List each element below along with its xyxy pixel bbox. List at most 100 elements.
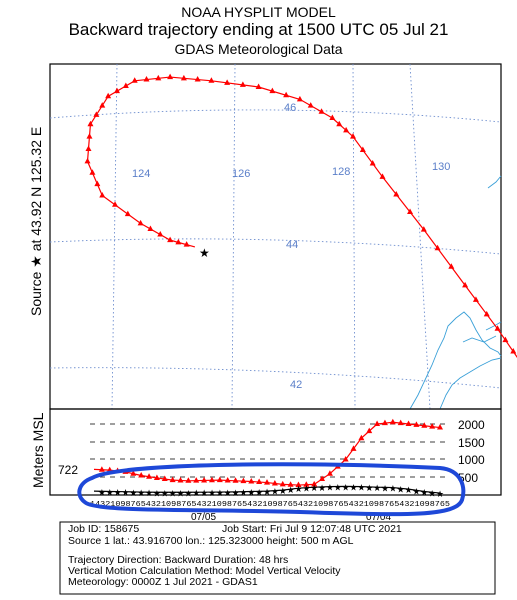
secondary-profile-star: ★	[224, 489, 232, 499]
height-profile-marker	[224, 476, 231, 483]
hour-tick-labels: 1432109876543210987654321098765432109876…	[90, 501, 451, 509]
info-box	[59, 521, 496, 595]
trajectory-marker	[307, 102, 314, 108]
secondary-profile-star: ★	[326, 484, 334, 494]
trajectory-marker	[283, 91, 290, 98]
height-profile-marker	[208, 476, 215, 483]
height-profile-marker	[271, 479, 278, 486]
secondary-profile-star: ★	[255, 488, 263, 498]
secondary-profile-star: ★	[169, 489, 177, 499]
start-height-label: 722	[58, 463, 78, 477]
trajectory-marker	[85, 145, 92, 151]
secondary-profile-line	[93, 485, 441, 494]
trajectory-marker	[93, 111, 100, 117]
title-line-2: Backward trajectory ending at 1500 UTC 0…	[68, 20, 449, 39]
lat-line-46	[49, 109, 502, 123]
title-line-1: NOAA HYSPLIT MODEL	[181, 4, 336, 20]
secondary-profile-star: ★	[357, 484, 365, 494]
trajectory-marker	[157, 231, 164, 237]
secondary-profile-star: ★	[405, 486, 413, 496]
secondary-profile-star: ★	[350, 484, 358, 494]
trajectory-marker	[318, 108, 325, 114]
secondary-profile-star: ★	[420, 488, 428, 498]
secondary-profile-star: ★	[263, 488, 271, 498]
height-profile-marker	[429, 423, 436, 429]
lon-label-126: 126	[232, 168, 250, 180]
lon-line-126	[231, 63, 236, 410]
secondary-profile-star: ★	[161, 489, 169, 499]
trajectory-marker	[175, 238, 182, 245]
trajectory-marker	[472, 296, 479, 302]
trajectory-marker	[99, 192, 106, 198]
trajectory-marker	[296, 95, 303, 102]
height-profile-marker	[366, 427, 373, 434]
trajectory-markers	[84, 73, 517, 354]
height-profile-marker	[216, 476, 223, 483]
height-profile-marker	[240, 477, 247, 484]
map-frame	[49, 63, 502, 410]
lon-line-124	[111, 63, 118, 410]
height-profile-marker	[397, 419, 404, 426]
trajectory-marker	[448, 263, 455, 269]
height-profile-marker	[303, 481, 310, 487]
secondary-profile-star: ★	[208, 489, 216, 499]
trajectory-marker	[434, 244, 441, 251]
height-profile-marker	[342, 456, 349, 462]
source-star-icon: ★	[199, 246, 210, 260]
trajectory-marker	[510, 348, 517, 354]
height-profile-marker	[413, 421, 420, 427]
trajectory-marker	[420, 226, 427, 232]
lon-label-130: 130	[432, 161, 450, 173]
secondary-profile-stars: ★ ★ ★ ★ ★ ★ ★ ★ ★ ★ ★ ★ ★ ★ ★ ★ ★ ★ ★ ★ ★ ★ ★ ★ ★ ★ ★ ★ ★ ★ ★ ★ ★ ★ ★ ★ ★ ★ ★ ★…	[98, 483, 444, 500]
meteorology: Meteorology: 0000Z 1 Jul 2021 - GDAS1	[68, 576, 258, 588]
source-details: Source 1 lat.: 43.916700 lon.: 125.32300…	[68, 535, 354, 547]
secondary-profile-star: ★	[247, 488, 255, 498]
trajectory-marker	[89, 169, 96, 175]
height-tick-1500: 1500	[458, 436, 485, 450]
height-profile-marker	[146, 473, 153, 479]
height-profile-marker	[177, 476, 184, 483]
trajectory-marker	[462, 281, 469, 288]
trajectory-marker	[131, 77, 138, 83]
trajectory-marker	[167, 73, 174, 80]
coastline	[409, 175, 502, 410]
vertical-method: Vertical Motion Calculation Method: Mode…	[68, 565, 341, 577]
height-profile-marker	[232, 477, 239, 483]
trajectory-marker	[393, 190, 400, 197]
secondary-profile-star: ★	[412, 487, 420, 497]
secondary-profile-star: ★	[129, 489, 137, 499]
trajectory-marker	[99, 102, 106, 108]
height-profile-marker	[279, 480, 286, 487]
trajectory-marker	[124, 210, 131, 217]
height-profile-marker	[153, 474, 160, 480]
height-profile-marker	[374, 420, 381, 426]
trajectory-marker	[180, 74, 187, 81]
secondary-profile-star: ★	[177, 489, 185, 499]
trajectory-marker	[407, 208, 414, 215]
height-profile-marker	[311, 480, 318, 487]
secondary-profile-star: ★	[239, 489, 247, 499]
height-profile-marker	[437, 424, 443, 430]
secondary-profile-star: ★	[302, 485, 310, 495]
height-tick-2000: 2000	[458, 418, 485, 432]
secondary-profile-star: ★	[114, 489, 122, 499]
secondary-profile-star: ★	[145, 489, 153, 499]
height-profile-marker	[264, 479, 270, 485]
height-tick-1000: 1000	[458, 453, 485, 467]
trajectory-marker	[336, 120, 343, 127]
height-profile-marker	[421, 422, 428, 428]
trajectory-marker	[359, 146, 366, 153]
trajectory-marker	[239, 81, 246, 87]
trajectory-marker	[224, 79, 231, 85]
secondary-profile-star: ★	[232, 489, 240, 499]
height-profile-markers	[98, 418, 443, 488]
trajectory-marker	[167, 236, 174, 243]
trajectory-marker	[112, 201, 119, 207]
secondary-profile-star: ★	[310, 484, 318, 494]
height-profile-marker	[350, 445, 357, 451]
trajectory-marker	[269, 87, 276, 94]
trajectory-marker	[84, 157, 91, 164]
height-profile-marker	[287, 481, 294, 487]
height-profile-marker	[193, 477, 200, 483]
